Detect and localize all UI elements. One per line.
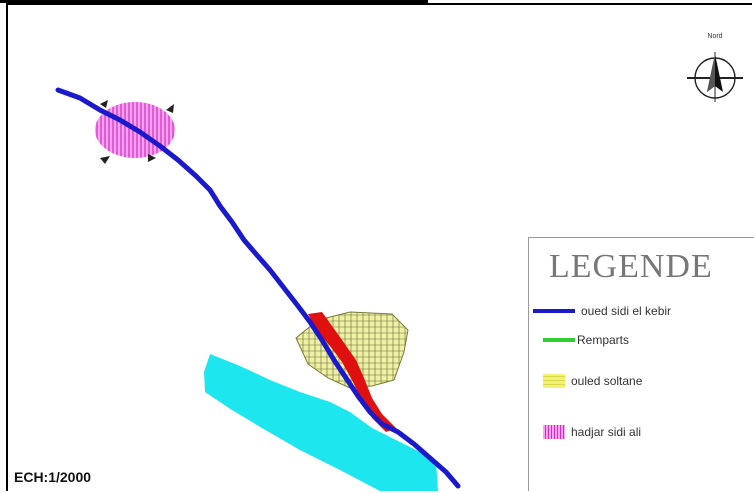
legend-label-ouled-soltane: ouled soltane [571,374,643,388]
scale-label: ECH:1/2000 [14,469,92,485]
site-marker-arrows [100,100,174,164]
legend-item-river: oued sidi el kebir [529,301,671,321]
legend-swatch-river [533,309,575,313]
legend-item-hadjar-sidi-ali: hadjar sidi ali [529,422,641,442]
legend-panel: LEGENDE oued sidi el kebir Remparts oule… [528,237,754,491]
legend-swatch-ouled-soltane [543,374,565,388]
legend-item-ouled-soltane: ouled soltane [529,371,642,391]
water-body [204,354,438,491]
oued-sidi-el-kebir-river [55,87,461,489]
legend-label-river: oued sidi el kebir [581,304,672,318]
top-border-line [0,0,428,3]
legend-label-hadjar-sidi-ali: hadjar sidi ali [571,425,642,439]
map-frame [6,3,752,491]
rampart-red-strip [308,312,396,432]
legend-swatch-hadjar-sidi-ali [543,425,565,439]
north-arrow-icon [687,52,743,102]
legend-item-ramparts: Remparts [529,330,629,350]
legend-label-ramparts: Remparts [577,333,630,347]
legend-title: LEGENDE [549,248,713,285]
legend-swatch-ramparts [543,338,575,342]
north-label: Nord [707,33,723,40]
